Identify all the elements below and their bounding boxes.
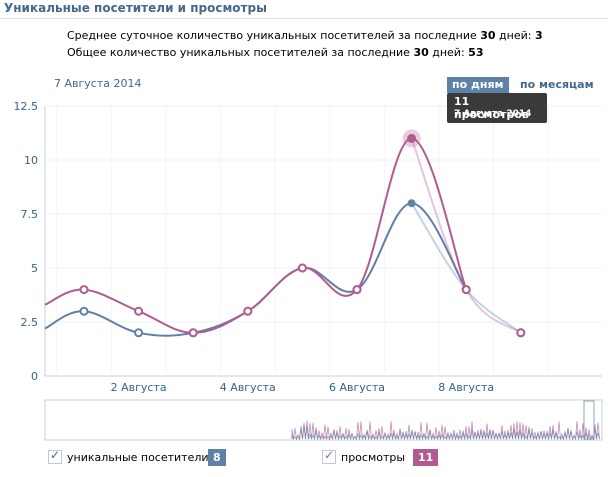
series-line-partial xyxy=(410,138,522,334)
total-stat-value: 53 xyxy=(468,46,484,59)
y-tick-label: 7.5 xyxy=(21,208,39,221)
avg-stat-prefix: Среднее суточное количество уникальных п… xyxy=(67,29,481,42)
y-tick-label: 10 xyxy=(24,154,38,167)
views-checkbox[interactable]: ✓ xyxy=(322,448,336,464)
data-point[interactable] xyxy=(243,306,253,316)
data-point[interactable] xyxy=(407,133,417,143)
tooltip-value: 11 просмотров xyxy=(454,95,529,121)
x-tick-label: 8 Августа xyxy=(438,381,494,394)
data-point[interactable] xyxy=(297,263,307,273)
total-stat: Общее количество уникальных посетителей … xyxy=(67,46,483,59)
y-tick-label: 5 xyxy=(31,262,38,275)
avg-stat-mid: дней: xyxy=(495,29,535,42)
data-point[interactable] xyxy=(134,306,144,316)
tooltip-date: 7 Августа 2014 xyxy=(454,109,532,119)
navigator-series xyxy=(291,423,600,441)
data-point[interactable] xyxy=(461,285,471,295)
avg-stat-days: 30 xyxy=(480,29,496,42)
visitors-count-badge: 8 xyxy=(208,449,226,466)
x-tick-label: 4 Августа xyxy=(220,381,276,394)
navigator-frame xyxy=(44,399,603,441)
data-point[interactable] xyxy=(79,306,89,316)
data-point[interactable] xyxy=(352,285,362,295)
data-point[interactable] xyxy=(407,199,416,208)
by-day-button[interactable]: по дням xyxy=(447,77,509,93)
navigator-handle[interactable] xyxy=(583,400,595,440)
avg-stat-value: 3 xyxy=(534,29,543,42)
x-tick-label: 2 Августа xyxy=(111,381,167,394)
y-tick-label: 0 xyxy=(31,370,38,383)
x-tick-label: 6 Августа xyxy=(329,381,385,394)
current-date-label: 7 Августа 2014 xyxy=(54,77,142,90)
avg-stat: Среднее суточное количество уникальных п… xyxy=(67,29,543,42)
views-count-badge: 11 xyxy=(413,449,439,466)
y-tick-label: 2.5 xyxy=(21,316,39,329)
title-divider xyxy=(0,18,608,19)
series-line xyxy=(44,202,468,337)
point-tooltip: 11 просмотров 7 Августа 2014 xyxy=(447,93,547,123)
data-point[interactable] xyxy=(188,328,198,338)
visitors-checkbox[interactable]: ✓ xyxy=(48,448,62,464)
data-point[interactable] xyxy=(79,285,89,295)
check-icon: ✓ xyxy=(50,448,61,462)
y-tick-label: 12.5 xyxy=(14,100,39,113)
visitors-legend-label: уникальные посетители xyxy=(67,451,209,464)
total-stat-prefix: Общее количество уникальных посетителей … xyxy=(67,46,414,59)
by-month-button[interactable]: по месяцам xyxy=(520,78,594,91)
series-line xyxy=(44,137,468,334)
total-stat-days: 30 xyxy=(413,46,429,59)
page-title: Уникальные посетители и просмотры xyxy=(4,1,267,15)
data-point[interactable] xyxy=(134,328,144,338)
check-icon: ✓ xyxy=(324,448,335,462)
total-stat-mid: дней: xyxy=(428,46,469,59)
data-point[interactable] xyxy=(516,328,526,338)
views-legend-label: просмотры xyxy=(341,451,406,464)
